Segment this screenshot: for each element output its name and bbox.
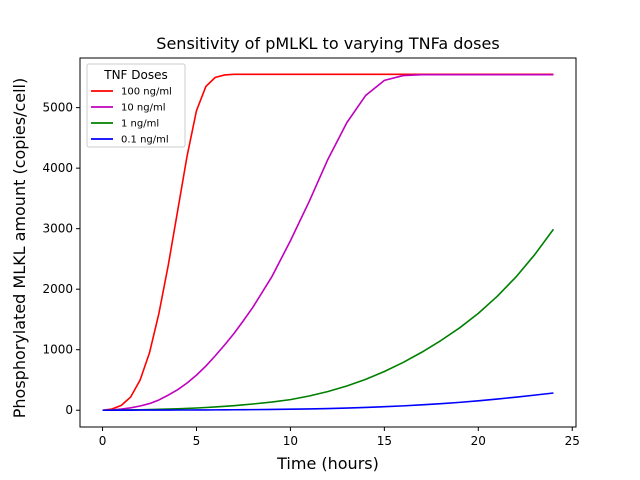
legend-label-2: 1 ng/ml: [121, 119, 159, 130]
chart-title: Sensitivity of pMLKL to varying TNFa dos…: [156, 34, 499, 53]
y-axis-label: Phosphorylated MLKL amount (copies/cell): [10, 78, 29, 418]
x-tick-label: 20: [471, 434, 486, 448]
legend-label-1: 10 ng/ml: [121, 103, 165, 114]
series-line-1: [102, 73, 554, 412]
x-tick-label: 10: [283, 434, 298, 448]
y-tick-label: 4000: [42, 161, 73, 175]
y-tick-label: 5000: [42, 101, 73, 115]
y-tick-label: 0: [65, 403, 73, 417]
legend-label-3: 0.1 ng/ml: [121, 135, 169, 146]
legend-label-0: 100 ng/ml: [121, 87, 172, 98]
legend-frame: [86, 63, 186, 148]
y-tick-label: 2000: [42, 282, 73, 296]
x-axis-label: Time (hours): [276, 454, 379, 473]
legend: TNF Doses 100 ng/ml 10 ng/ml 1 ng/ml 0.1 ng…: [86, 63, 186, 148]
series-line-3: [102, 392, 554, 412]
legend-title: TNF Doses: [103, 68, 168, 82]
plot-frame: [79, 57, 577, 428]
x-tick-label: 25: [565, 434, 580, 448]
x-tick-label: 5: [193, 434, 201, 448]
y-tick-label: 1000: [42, 343, 73, 357]
plot-area: 0 5 10 15 20 25 0 1000 2000 3000 4000 5000: [42, 57, 580, 448]
y-tick-label: 3000: [42, 222, 73, 236]
x-tick-label: 0: [99, 434, 107, 448]
x-tick-label: 15: [377, 434, 392, 448]
